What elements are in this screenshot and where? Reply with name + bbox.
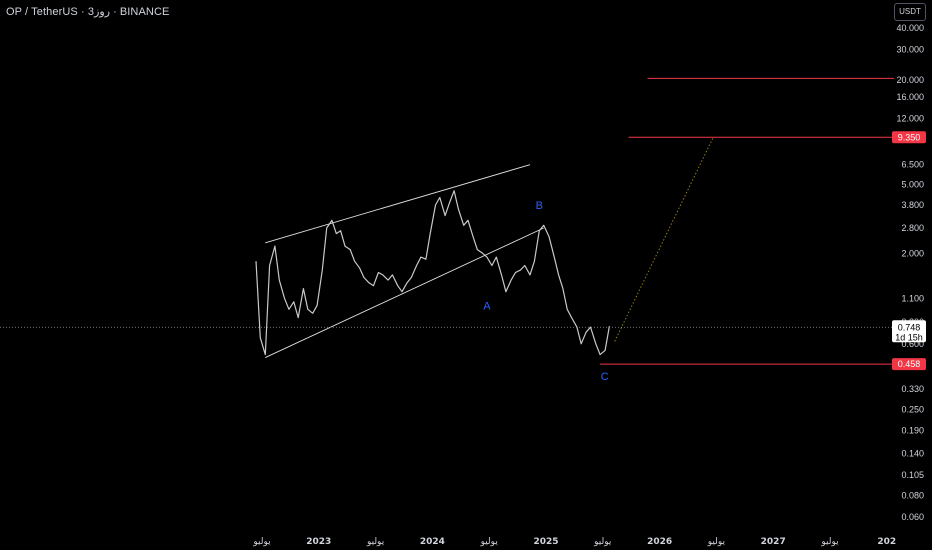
price-series [255, 190, 610, 356]
xtick-7: 2026 [647, 537, 672, 547]
ytick-7: 5.000 [901, 179, 924, 189]
xtick-3: 2024 [420, 537, 445, 547]
level-badge-5 [892, 131, 926, 144]
level-badge-label-14: 0.458 [898, 359, 921, 369]
channel-lower-line [265, 227, 544, 358]
xtick-11: 202 [877, 537, 896, 547]
xtick-0: يوليو [252, 537, 271, 547]
ytick-0: 40.000 [896, 23, 924, 33]
xtick-10: يوليو [820, 537, 839, 547]
target-dotted-line [614, 137, 714, 342]
xtick-9: 2027 [761, 537, 786, 547]
currency-button[interactable]: USDT [894, 3, 926, 21]
current-price-badge [892, 320, 926, 343]
xtick-8: يوليو [707, 537, 726, 547]
interval-label[interactable]: 3روز [87, 6, 111, 18]
wave-label-b: B [536, 200, 543, 212]
symbol-name[interactable]: OP / TetherUS [6, 6, 78, 18]
ytick-19: 0.105 [901, 470, 924, 480]
wave-labels: A B C [483, 200, 608, 383]
xtick-6: يوليو [593, 537, 612, 547]
xtick-5: 2025 [533, 537, 558, 547]
ytick-11: 1.100 [901, 293, 924, 303]
ytick-8: 3.800 [901, 200, 924, 210]
ytick-17: 0.190 [901, 425, 924, 435]
price-axis[interactable]: 40.000 30.000 20.000 16.000 12.000 9.350 6.500… [892, 23, 926, 522]
price-line [255, 190, 610, 356]
title-separator-1: · [77, 6, 88, 18]
ytick-10: 2.000 [901, 248, 924, 258]
ytick-21: 0.060 [901, 512, 924, 522]
time-axis[interactable]: يوليو 2023 يوليو 2024 يوليو 2025 يوليو 2026 يولي… [252, 537, 896, 547]
ytick-6: 6.500 [901, 160, 924, 170]
ytick-20: 0.080 [901, 490, 924, 500]
exchange-label: BINANCE [119, 6, 170, 18]
ytick-16: 0.250 [901, 405, 924, 415]
horizontal-levels [600, 77, 894, 365]
channel-upper-line [265, 164, 531, 244]
level-badge-14 [892, 358, 926, 371]
title-separator-2: · [110, 6, 120, 18]
countdown-label: 1d 15h [895, 332, 923, 342]
xtick-4: يوليو [480, 537, 499, 547]
ytick-15: 0.330 [901, 384, 924, 394]
ytick-13: 0.600 [901, 339, 924, 349]
xtick-1: 2023 [306, 537, 331, 547]
wave-label-c: C [601, 371, 609, 383]
ytick-9: 2.800 [901, 223, 924, 233]
target-path [614, 137, 714, 342]
channel-lines [265, 164, 544, 358]
ytick-3: 16.000 [896, 92, 924, 102]
chart-title: OP / TetherUS · 3روز · BINANCE [6, 5, 169, 18]
wave-label-a: A [483, 300, 491, 312]
level-badge-label-5: 9.350 [898, 132, 921, 142]
ytick-4: 12.000 [896, 114, 924, 124]
xtick-2: يوليو [366, 537, 385, 547]
current-price-label: 0.748 [898, 322, 921, 332]
ytick-2: 20.000 [896, 75, 924, 85]
ytick-18: 0.140 [901, 448, 924, 458]
ytick-1: 30.000 [896, 45, 924, 55]
